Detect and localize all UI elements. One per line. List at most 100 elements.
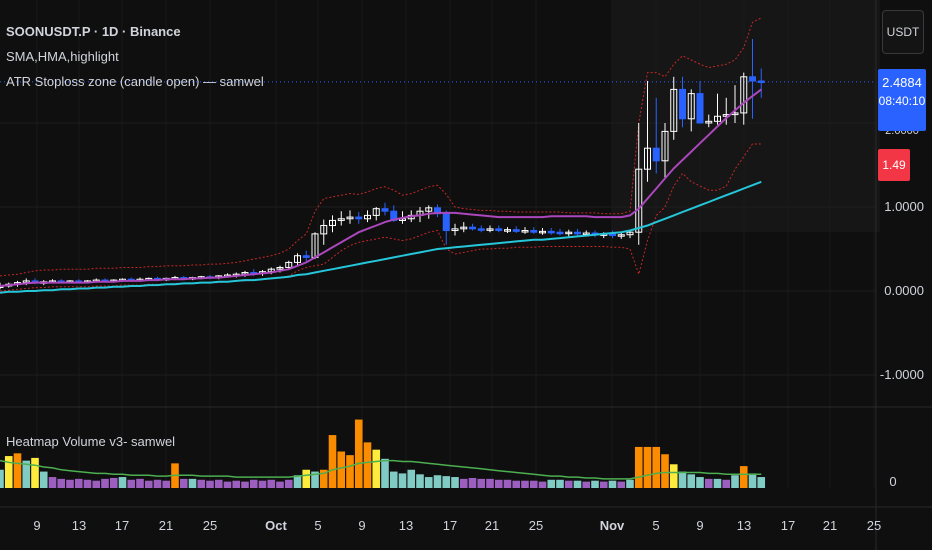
volume-bar bbox=[31, 457, 39, 488]
candle-body bbox=[530, 230, 538, 233]
x-tick-label: 25 bbox=[203, 518, 217, 533]
volume-bar bbox=[144, 480, 153, 488]
volume-bar bbox=[249, 479, 258, 488]
currency-selector-button[interactable]: USDT bbox=[882, 10, 924, 54]
candle-body bbox=[512, 229, 520, 232]
volume-bar bbox=[591, 480, 599, 488]
candle-body bbox=[740, 76, 748, 114]
x-tick-label: 13 bbox=[72, 518, 86, 533]
candle-body bbox=[617, 234, 625, 237]
x-tick-label: 5 bbox=[314, 518, 321, 533]
candle-body bbox=[626, 231, 634, 236]
volume-bar bbox=[136, 478, 144, 488]
volume-bar bbox=[363, 442, 372, 488]
candle-body bbox=[469, 226, 476, 230]
volume-bar bbox=[118, 477, 127, 488]
y-tick-label: 0.0000 bbox=[884, 283, 924, 298]
candle-body bbox=[346, 216, 354, 220]
indicator-atr-legend[interactable]: ATR Stoploss zone (candle open) — samwel bbox=[6, 74, 264, 89]
candle-body bbox=[355, 216, 363, 220]
last-price-tag: 2.4884 08:40:10 bbox=[878, 69, 926, 131]
candle-body bbox=[364, 214, 371, 220]
volume-bar bbox=[48, 477, 57, 488]
candle-body bbox=[521, 230, 529, 233]
candle-body bbox=[635, 168, 643, 233]
volume-bar bbox=[258, 480, 267, 488]
volume-bar bbox=[197, 479, 206, 488]
volume-bar bbox=[127, 479, 136, 488]
candle-body bbox=[661, 130, 669, 162]
volume-bar bbox=[381, 458, 389, 488]
candle-body bbox=[696, 93, 704, 124]
indicator-sma-hma-legend[interactable]: SMA,HMA,highlight bbox=[6, 49, 119, 64]
volume-bar bbox=[468, 477, 477, 488]
volume-bar bbox=[582, 481, 591, 488]
candle-body bbox=[504, 229, 511, 232]
volume-bar bbox=[739, 466, 748, 488]
volume-bar bbox=[696, 477, 704, 488]
candle-body bbox=[425, 207, 433, 212]
candle-body bbox=[276, 266, 284, 270]
volume-bar bbox=[486, 478, 494, 488]
volume-bar bbox=[179, 478, 188, 488]
candle-body bbox=[644, 147, 651, 170]
candle-body bbox=[302, 255, 310, 258]
volume-bar bbox=[538, 481, 547, 488]
volume-bar bbox=[302, 469, 311, 488]
volume-bar bbox=[757, 477, 766, 488]
candle-body bbox=[652, 147, 660, 162]
volume-bar bbox=[687, 474, 696, 488]
volume-bar bbox=[39, 471, 48, 488]
candle-body bbox=[679, 88, 686, 120]
candle-body bbox=[757, 80, 765, 83]
volume-pane-title[interactable]: Heatmap Volume v3- samwel bbox=[6, 434, 176, 449]
x-tick-label: 5 bbox=[652, 518, 659, 533]
symbol-title[interactable]: SOONUSDT.P · 1D · Binance bbox=[6, 24, 181, 39]
volume-bar bbox=[442, 476, 451, 488]
candle-body bbox=[477, 228, 485, 231]
candle-body bbox=[539, 230, 546, 234]
candle-body bbox=[670, 88, 678, 132]
volume-bar bbox=[83, 479, 92, 488]
volume-bar bbox=[722, 479, 731, 488]
volume-bar bbox=[92, 480, 101, 488]
volume-bar bbox=[267, 479, 276, 488]
volume-bar bbox=[22, 460, 31, 488]
candle-body bbox=[565, 231, 573, 235]
candle-body bbox=[372, 208, 380, 216]
volume-bar bbox=[346, 455, 354, 488]
volume-bar bbox=[354, 419, 363, 488]
candle-body bbox=[486, 228, 494, 231]
x-tick-label: 21 bbox=[485, 518, 499, 533]
candle-body bbox=[574, 231, 581, 235]
volume-bar bbox=[153, 479, 162, 488]
candle-body bbox=[294, 255, 301, 263]
x-tick-label: 17 bbox=[115, 518, 129, 533]
volume-bar bbox=[634, 446, 643, 488]
volume-bar bbox=[319, 469, 328, 488]
volume-bar bbox=[0, 469, 4, 488]
candle-body bbox=[320, 224, 328, 235]
volume-bar bbox=[529, 480, 538, 488]
sma-line bbox=[0, 180, 762, 294]
bar-countdown: 08:40:10 bbox=[878, 94, 926, 108]
volume-bar bbox=[477, 478, 486, 488]
volume-bar bbox=[293, 475, 302, 488]
candle-body bbox=[381, 208, 389, 212]
x-tick-label: Nov bbox=[600, 518, 625, 533]
x-tick-label: 9 bbox=[33, 518, 40, 533]
volume-bar bbox=[617, 481, 626, 488]
volume-bar bbox=[57, 478, 66, 488]
x-tick-label: 17 bbox=[443, 518, 457, 533]
volume-bar bbox=[398, 473, 407, 488]
hma-line bbox=[0, 88, 762, 287]
volume-bar bbox=[223, 481, 232, 488]
candle-body bbox=[451, 228, 459, 232]
volume-bar bbox=[748, 473, 757, 488]
volume-bar bbox=[109, 477, 118, 488]
volume-bar bbox=[424, 477, 433, 488]
volume-bar bbox=[731, 475, 739, 488]
volume-bar bbox=[276, 481, 284, 488]
volume-bar bbox=[643, 446, 652, 488]
